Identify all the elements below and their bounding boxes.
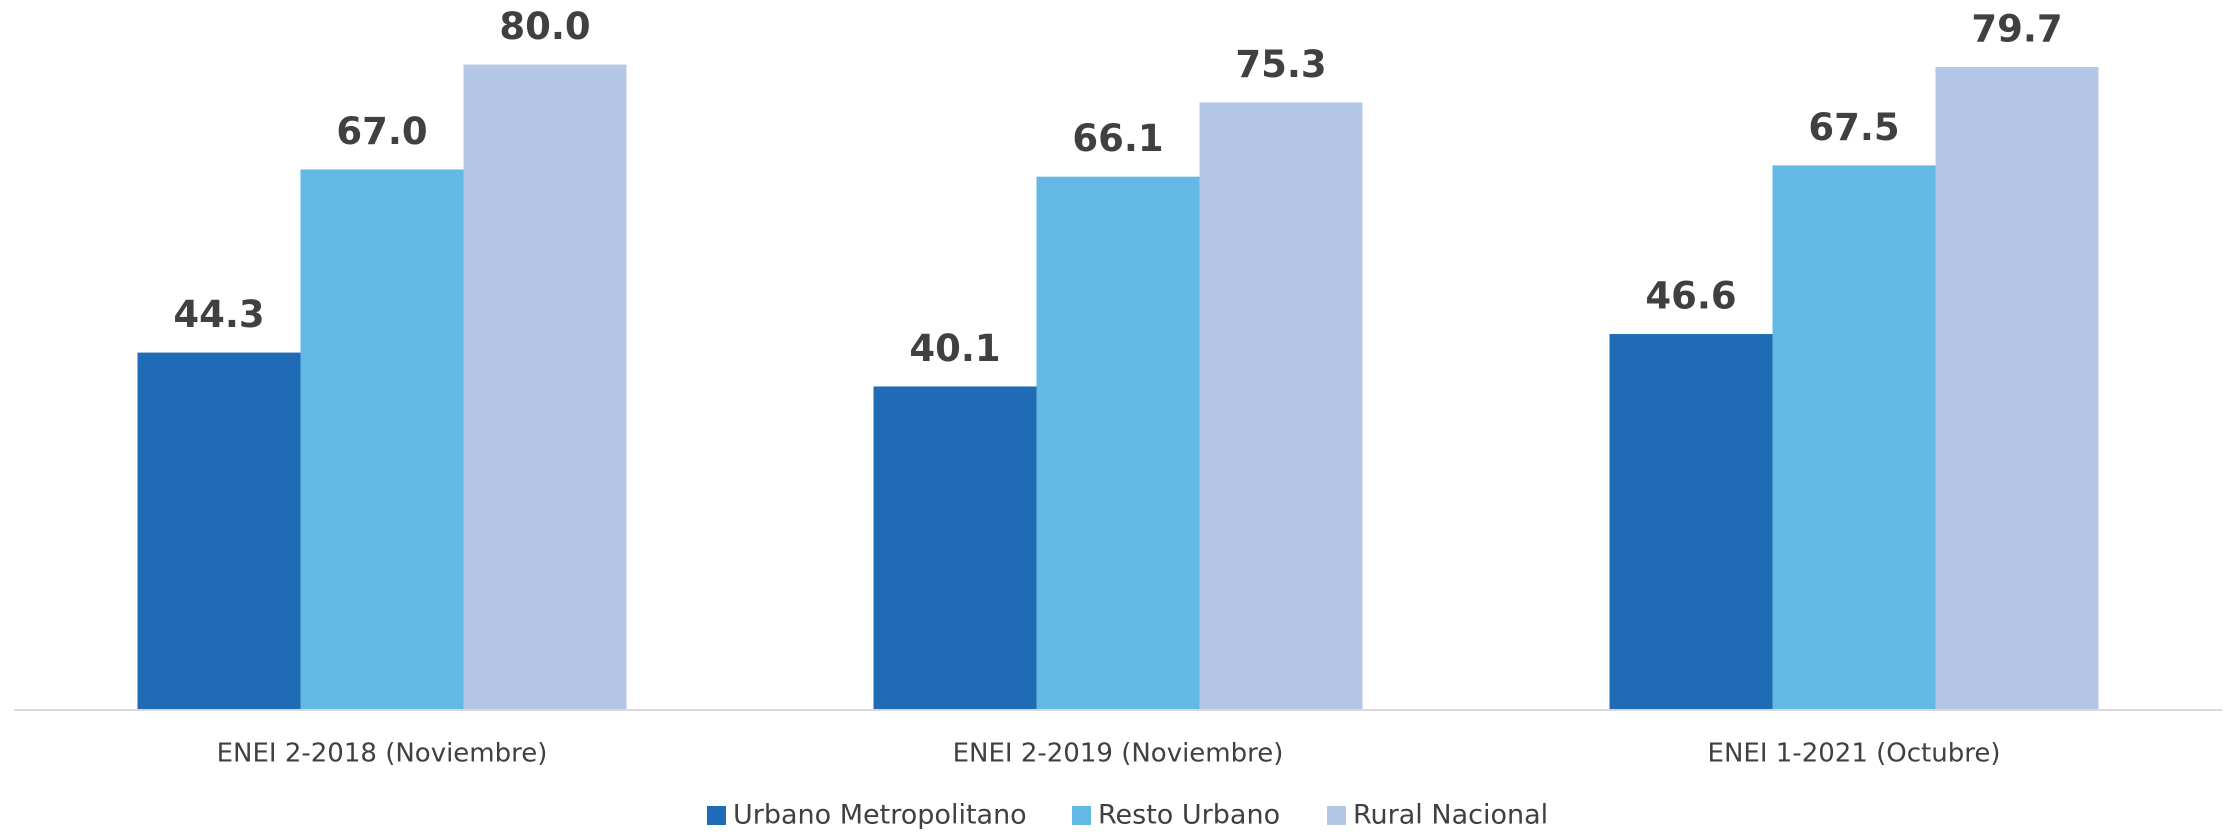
bar (1609, 334, 1773, 710)
value-label: 44.3 (173, 293, 264, 336)
bar (1036, 176, 1200, 710)
value-label: 46.6 (1645, 275, 1736, 318)
legend-swatch (1072, 806, 1091, 825)
bar (300, 169, 464, 710)
legend-label: Urbano Metropolitano (733, 800, 1027, 831)
x-tick-label: ENEI 1-2021 (Octubre) (1708, 739, 2001, 769)
bar (1935, 66, 2099, 710)
legend-swatch (707, 806, 726, 825)
x-tick-label: ENEI 2-2018 (Noviembre) (217, 739, 548, 769)
bar (463, 64, 627, 710)
bar (873, 386, 1037, 710)
value-label: 79.7 (1971, 7, 2062, 50)
bar (1199, 102, 1363, 710)
legend-label: Rural Nacional (1353, 800, 1548, 831)
x-tick-label: ENEI 2-2019 (Noviembre) (953, 739, 1284, 769)
bar (137, 352, 301, 710)
legend-label: Resto Urbano (1098, 800, 1280, 831)
bar (1772, 165, 1936, 711)
value-label: 66.1 (1072, 117, 1163, 160)
value-label: 67.5 (1808, 106, 1899, 149)
value-label: 67.0 (336, 110, 427, 153)
value-label: 40.1 (909, 327, 1000, 370)
value-label: 75.3 (1235, 43, 1326, 86)
value-label: 80.0 (499, 5, 590, 48)
legend-swatch (1327, 806, 1346, 825)
